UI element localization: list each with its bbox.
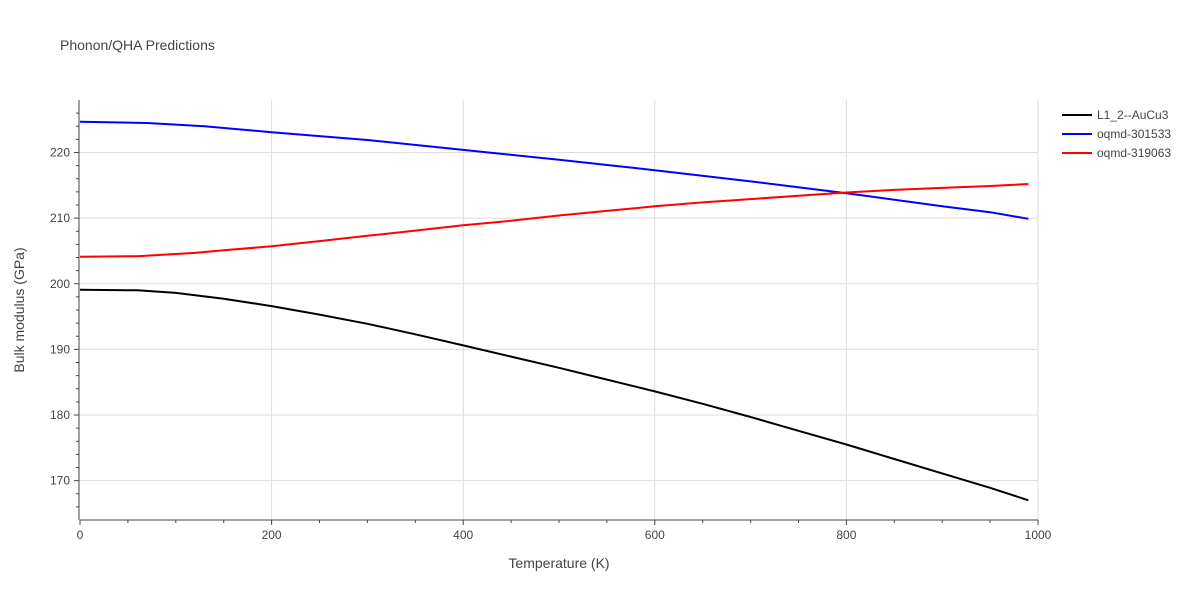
legend-label: oqmd-319063 — [1097, 146, 1171, 160]
y-tick-label: 170 — [50, 474, 70, 488]
x-tick-label: 200 — [262, 528, 282, 542]
y-tick-label: 180 — [50, 408, 70, 422]
legend[interactable]: L1_2--AuCu3 oqmd-301533 oqmd-319063 — [1062, 108, 1171, 160]
legend-item-L1_2--AuCu3[interactable]: L1_2--AuCu3 — [1062, 108, 1169, 122]
y-tick-label: 190 — [50, 342, 70, 356]
series-line-oqmd-319063 — [79, 183, 1029, 258]
x-tick-label: 1000 — [1025, 528, 1052, 542]
chart-title: Phonon/QHA Predictions — [60, 37, 215, 53]
y-tick-label: 200 — [50, 277, 70, 291]
x-tick-label: 800 — [836, 528, 856, 542]
x-axis-title: Temperature (K) — [508, 555, 609, 571]
x-tick-label: 0 — [77, 528, 84, 542]
y-tick-label: 220 — [50, 146, 70, 160]
x-tick-label: 400 — [453, 528, 473, 542]
series-lines — [79, 120, 1029, 502]
x-tick-label: 600 — [645, 528, 665, 542]
legend-item-oqmd-301533[interactable]: oqmd-301533 — [1062, 127, 1171, 141]
legend-label: L1_2--AuCu3 — [1097, 108, 1169, 122]
series-line-oqmd-301533 — [79, 120, 1029, 220]
series-line-L1_2--AuCu3 — [79, 288, 1029, 502]
y-tick-label: 210 — [50, 211, 70, 225]
axes: 0 200 400 600 800 1000 170 180 190 200 210 220 — [50, 100, 1052, 542]
y-axis-title: Bulk modulus (GPa) — [11, 247, 27, 372]
legend-label: oqmd-301533 — [1097, 127, 1171, 141]
legend-item-oqmd-319063[interactable]: oqmd-319063 — [1062, 146, 1171, 160]
